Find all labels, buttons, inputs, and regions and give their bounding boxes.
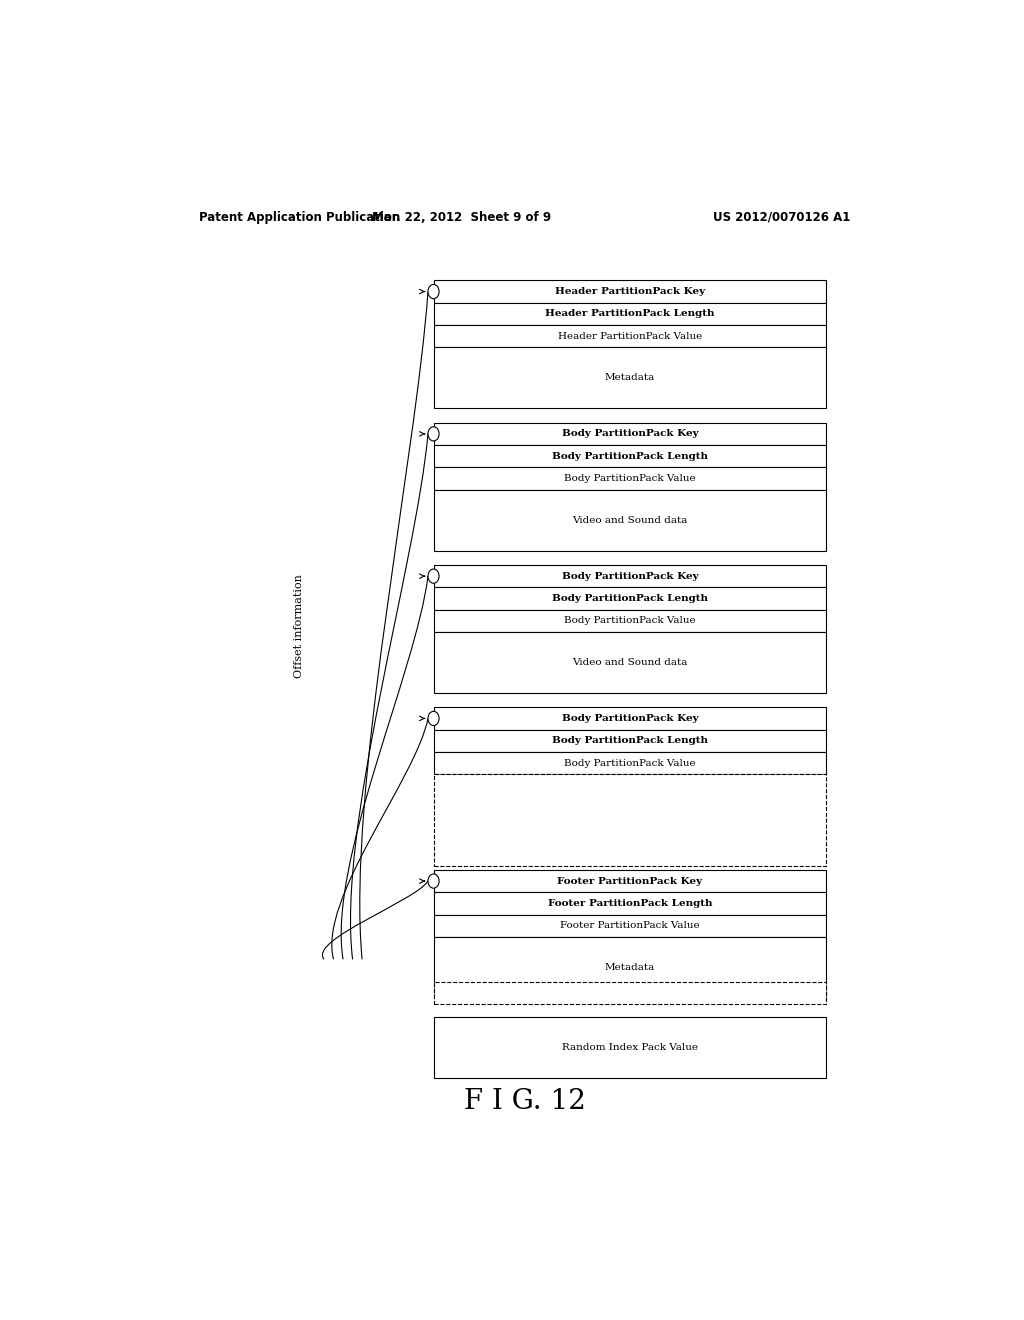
Bar <box>433 708 826 730</box>
Bar <box>433 632 826 693</box>
Bar <box>433 467 826 490</box>
Bar <box>433 937 826 998</box>
Bar <box>433 915 826 937</box>
Text: Body PartitionPack Length: Body PartitionPack Length <box>552 594 708 603</box>
Text: Body PartitionPack Key: Body PartitionPack Key <box>561 714 698 723</box>
Bar <box>433 325 826 347</box>
Text: F I G. 12: F I G. 12 <box>464 1088 586 1115</box>
Bar <box>433 610 826 632</box>
Text: Body PartitionPack Key: Body PartitionPack Key <box>561 429 698 438</box>
Bar <box>433 422 826 445</box>
Bar <box>433 280 826 302</box>
Text: Body PartitionPack Length: Body PartitionPack Length <box>552 451 708 461</box>
Text: US 2012/0070126 A1: US 2012/0070126 A1 <box>713 211 850 224</box>
Bar <box>433 982 826 1005</box>
Bar <box>433 892 826 915</box>
Circle shape <box>428 711 439 726</box>
Text: Body PartitionPack Value: Body PartitionPack Value <box>564 616 695 626</box>
Text: Video and Sound data: Video and Sound data <box>572 516 688 525</box>
Bar <box>433 587 826 610</box>
Text: Mar. 22, 2012  Sheet 9 of 9: Mar. 22, 2012 Sheet 9 of 9 <box>372 211 551 224</box>
Bar <box>433 302 826 325</box>
Circle shape <box>428 569 439 583</box>
Text: Offset information: Offset information <box>294 574 304 678</box>
Text: Body PartitionPack Length: Body PartitionPack Length <box>552 737 708 746</box>
Text: Body PartitionPack Value: Body PartitionPack Value <box>564 474 695 483</box>
Text: Header PartitionPack Length: Header PartitionPack Length <box>545 309 715 318</box>
Bar <box>433 730 826 752</box>
Text: Metadata: Metadata <box>605 374 655 383</box>
Text: Footer PartitionPack Length: Footer PartitionPack Length <box>548 899 713 908</box>
Bar <box>433 870 826 892</box>
Text: Random Index Pack Value: Random Index Pack Value <box>562 1043 698 1052</box>
Bar <box>433 347 826 408</box>
Text: Metadata: Metadata <box>605 964 655 972</box>
Bar <box>433 752 826 775</box>
Text: Footer PartitionPack Key: Footer PartitionPack Key <box>557 876 702 886</box>
Text: Header PartitionPack Value: Header PartitionPack Value <box>558 331 702 341</box>
Bar <box>433 490 826 550</box>
Text: Body PartitionPack Key: Body PartitionPack Key <box>561 572 698 581</box>
Bar <box>433 1018 826 1078</box>
Text: Patent Application Publication: Patent Application Publication <box>200 211 400 224</box>
Bar <box>433 565 826 587</box>
Text: Video and Sound data: Video and Sound data <box>572 659 688 667</box>
Circle shape <box>428 874 439 888</box>
Circle shape <box>428 426 439 441</box>
Text: Body PartitionPack Value: Body PartitionPack Value <box>564 759 695 768</box>
Bar <box>433 445 826 467</box>
Text: Footer PartitionPack Value: Footer PartitionPack Value <box>560 921 699 931</box>
Bar <box>433 775 826 866</box>
Text: Header PartitionPack Key: Header PartitionPack Key <box>555 286 705 296</box>
Circle shape <box>428 284 439 298</box>
